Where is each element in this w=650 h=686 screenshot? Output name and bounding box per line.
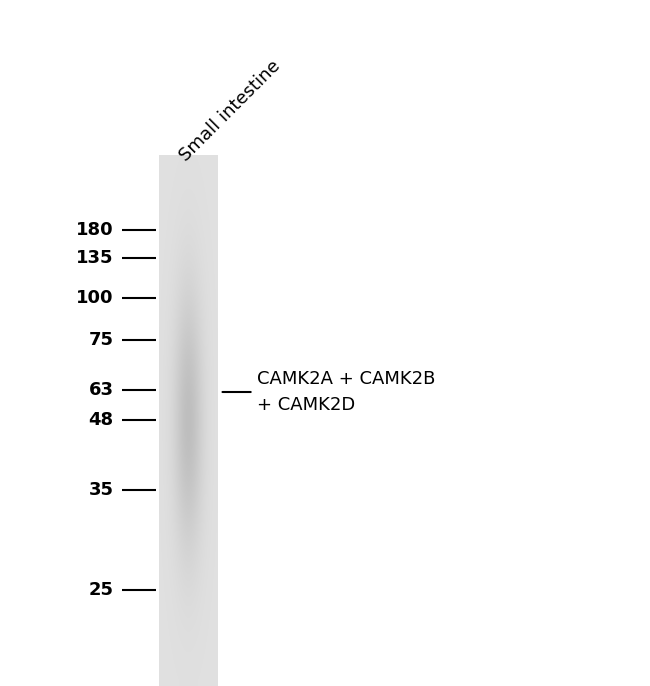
Text: 100: 100 [76, 289, 114, 307]
Text: + CAMK2D: + CAMK2D [257, 396, 355, 414]
Text: 75: 75 [89, 331, 114, 349]
Text: 63: 63 [89, 381, 114, 399]
Text: 35: 35 [89, 481, 114, 499]
Text: CAMK2A + CAMK2B: CAMK2A + CAMK2B [257, 370, 435, 388]
Text: 135: 135 [76, 249, 114, 267]
Text: 48: 48 [88, 411, 114, 429]
Text: 25: 25 [89, 581, 114, 599]
Text: 180: 180 [76, 221, 114, 239]
Text: Small intestine: Small intestine [176, 57, 283, 165]
